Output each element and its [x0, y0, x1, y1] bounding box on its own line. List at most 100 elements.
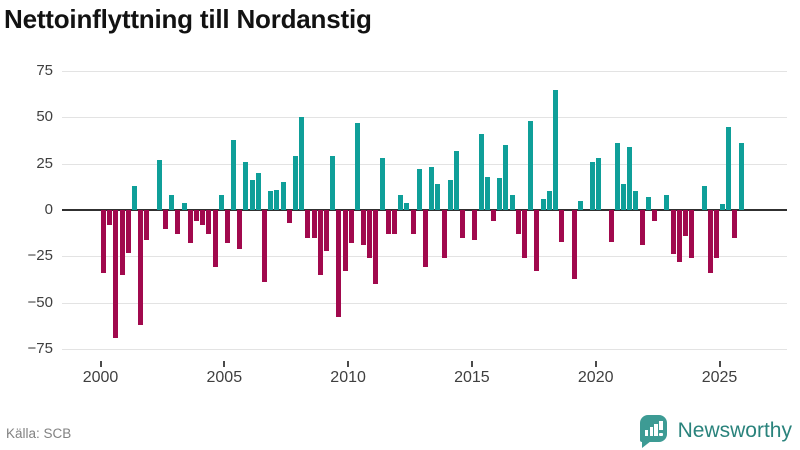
x-axis-label: 2015	[454, 369, 490, 386]
bar	[614, 143, 620, 210]
bar	[262, 210, 268, 283]
bar	[627, 146, 633, 210]
bar	[107, 210, 113, 225]
bar-chart-icon	[644, 421, 663, 436]
bar	[162, 210, 168, 229]
bar	[379, 158, 385, 210]
bar	[515, 210, 521, 235]
bar	[534, 210, 540, 272]
bar	[317, 210, 323, 275]
x-axis-label: 2025	[701, 369, 738, 386]
y-axis-label: −75	[27, 339, 53, 357]
bar	[447, 180, 453, 210]
bar	[639, 210, 645, 246]
bar	[738, 143, 744, 210]
bar	[546, 191, 552, 210]
bar	[187, 210, 193, 244]
bar	[633, 191, 639, 210]
y-axis-label: −50	[27, 293, 53, 311]
bar	[125, 210, 131, 253]
bar	[218, 195, 224, 210]
bar	[323, 210, 329, 251]
bar	[726, 126, 732, 210]
bar	[292, 156, 298, 210]
gridline	[62, 163, 787, 165]
bar	[410, 210, 416, 235]
bar	[713, 210, 719, 259]
bar	[621, 184, 627, 210]
bar	[181, 202, 187, 210]
bar	[608, 210, 614, 242]
bar	[484, 176, 490, 210]
bar	[689, 210, 695, 259]
y-axis-label: 50	[36, 108, 53, 126]
x-axis-tick	[347, 361, 350, 367]
bar	[274, 189, 280, 210]
plot-area: 75 50 25 0 −25 −50 −75 2000 2005 2010 2015 2020 2025	[27, 62, 787, 386]
bar	[342, 210, 348, 272]
bar	[330, 156, 336, 210]
newsworthy-logo[interactable]: Newsworthy	[639, 415, 792, 448]
x-axis-label: 2000	[82, 369, 119, 386]
bar	[652, 210, 657, 222]
bar	[156, 159, 162, 210]
bar	[336, 210, 342, 318]
y-axis-label: 25	[36, 154, 53, 172]
bar	[422, 210, 428, 268]
bar	[206, 210, 212, 235]
bar	[280, 182, 286, 210]
bar	[460, 210, 466, 238]
source-note: Källa: SCB	[6, 426, 72, 441]
gridline	[62, 71, 787, 72]
x-axis-tick	[99, 361, 102, 367]
bar	[552, 89, 558, 210]
bar	[596, 158, 602, 210]
bar	[101, 210, 107, 273]
bar	[398, 195, 404, 210]
bar	[435, 184, 441, 210]
bar	[385, 210, 391, 235]
bar	[200, 210, 206, 225]
gridline	[62, 117, 787, 119]
bar	[224, 210, 230, 244]
x-axis-label: 2010	[330, 369, 366, 386]
bar	[286, 210, 292, 223]
bar	[645, 197, 651, 210]
x-axis-tick	[594, 361, 597, 367]
bar	[497, 178, 503, 210]
y-axis-label: 75	[36, 62, 53, 79]
bar	[348, 210, 354, 244]
bar	[441, 210, 447, 259]
bar	[522, 210, 527, 259]
bar	[169, 195, 175, 210]
bar	[373, 210, 379, 285]
bar	[361, 210, 367, 246]
bar	[491, 210, 497, 222]
bar	[559, 210, 565, 242]
bar	[472, 210, 478, 240]
bar	[249, 180, 255, 210]
bar	[429, 167, 435, 210]
bar	[540, 198, 546, 210]
bar	[528, 121, 534, 210]
bar	[720, 204, 726, 210]
x-axis-tick	[718, 361, 721, 367]
bar	[571, 210, 577, 279]
bar	[144, 210, 150, 240]
bar	[707, 210, 713, 273]
x-axis-label: 2020	[577, 369, 614, 386]
bar	[299, 117, 305, 210]
y-axis-label: −25	[27, 247, 53, 265]
bar	[701, 185, 707, 210]
bar	[453, 150, 459, 210]
bar	[119, 210, 125, 275]
bar	[590, 161, 596, 210]
bar	[237, 210, 243, 249]
bar	[664, 195, 670, 210]
bar	[503, 145, 509, 210]
bar	[231, 139, 237, 210]
bar	[577, 200, 583, 210]
bar	[113, 210, 119, 338]
newsworthy-logo-text: Newsworthy	[677, 419, 792, 442]
